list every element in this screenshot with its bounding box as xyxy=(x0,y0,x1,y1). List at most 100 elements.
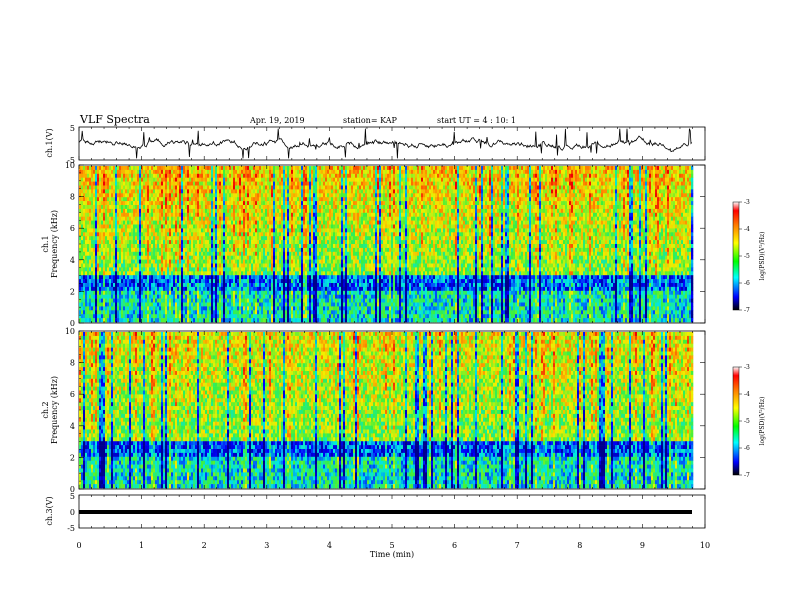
spectrogram-cell xyxy=(267,275,270,280)
spectrogram-cell xyxy=(311,197,314,202)
spectrogram-cell xyxy=(325,306,328,311)
spectrogram-cell xyxy=(323,166,326,171)
spectrogram-cell xyxy=(113,232,116,237)
spectrogram-cell xyxy=(315,259,318,264)
spectrogram-cell xyxy=(303,212,306,217)
spectrogram-cell xyxy=(95,240,98,245)
spectrogram-cell xyxy=(85,298,88,303)
spectrogram-cell xyxy=(185,189,188,194)
spectrogram-cell xyxy=(123,189,126,194)
spectrogram-cell xyxy=(165,236,168,241)
spectrogram-cell xyxy=(87,224,90,229)
spectrogram-cell xyxy=(287,267,290,272)
spectrogram-cell xyxy=(89,294,92,299)
spectrogram-cell xyxy=(273,224,276,229)
spectrogram-cell xyxy=(197,259,200,264)
spectrogram-cell xyxy=(247,263,250,268)
spectrogram-cell xyxy=(315,236,318,241)
spectrogram-cell xyxy=(273,306,276,311)
spectrogram-cell xyxy=(159,279,162,284)
spectrogram-cell xyxy=(307,169,310,175)
spectrogram-cell xyxy=(129,302,132,307)
spectrogram-cell xyxy=(253,259,256,264)
spectrogram-cell xyxy=(207,208,210,214)
spectrogram-cell xyxy=(289,306,292,311)
spectrogram-cell xyxy=(81,236,84,241)
spectrogram-cell xyxy=(309,208,312,214)
spectrogram-cell xyxy=(297,275,300,280)
spectrogram-cell xyxy=(87,267,90,272)
spectrogram-cell xyxy=(125,306,128,311)
spectrogram-cell xyxy=(303,220,306,225)
spectrogram-cell xyxy=(207,169,210,175)
spectrogram-cell xyxy=(317,169,320,175)
spectrogram-cell xyxy=(207,255,210,260)
spectrogram-cell xyxy=(207,205,210,210)
spectrogram-cell xyxy=(303,263,306,268)
spectrogram-cell xyxy=(79,208,82,214)
spectrogram-cell xyxy=(129,166,132,171)
date-label: Apr. 19, 2019 xyxy=(249,116,305,125)
spectrogram-cell xyxy=(109,212,112,217)
spectrogram-cell xyxy=(171,298,174,303)
spectrogram-cell xyxy=(141,201,144,206)
spectrogram-cell xyxy=(303,189,306,194)
spectrogram-cell xyxy=(93,267,96,272)
spectrogram-cell xyxy=(81,259,84,264)
spectrogram-cell xyxy=(291,240,294,245)
spectrogram-cell xyxy=(139,169,142,175)
spectrogram-cell xyxy=(121,259,124,264)
spectrogram-cell xyxy=(131,201,134,206)
spectrogram-cell xyxy=(265,318,268,323)
spectrogram-cell xyxy=(259,185,262,190)
spectrogram-cell xyxy=(85,166,88,171)
spectrogram-cell xyxy=(85,189,88,194)
spectrogram-cell xyxy=(105,169,108,175)
spectrogram-cell xyxy=(189,193,192,198)
spectrogram-cell xyxy=(319,208,322,214)
spectrogram-cell xyxy=(237,166,240,171)
spectrogram-cell xyxy=(269,169,272,175)
spectrogram-cell xyxy=(195,185,198,190)
spectrogram-cell xyxy=(109,236,112,241)
spectrogram-cell xyxy=(225,193,228,198)
spectrogram-cell xyxy=(251,298,254,303)
spectrogram-cell xyxy=(183,306,186,311)
spectrogram-cell xyxy=(175,208,178,214)
spectrogram-cell xyxy=(279,236,282,241)
spectrogram-cell xyxy=(85,275,88,280)
spectrogram-cell xyxy=(315,177,318,182)
spectrogram-cell xyxy=(109,244,112,249)
spectrogram-cell xyxy=(319,177,322,182)
spectrogram-cell xyxy=(193,166,196,171)
spectrogram-cell xyxy=(283,294,286,299)
spectrogram-cell xyxy=(167,228,170,233)
spectrogram-cell xyxy=(257,310,260,315)
spectrogram-cell xyxy=(183,212,186,217)
spectrogram-cell xyxy=(233,275,236,280)
spectrogram-cell xyxy=(313,251,316,256)
spectrogram-cell xyxy=(263,240,266,245)
spectrogram-cell xyxy=(143,286,146,292)
spectrogram-cell xyxy=(97,279,100,284)
spectrogram-cell xyxy=(119,189,122,194)
spectrogram-cell xyxy=(289,208,292,214)
spectrogram-cell xyxy=(191,208,194,214)
spectrogram-cell xyxy=(215,294,218,299)
spectrogram-cell xyxy=(169,193,172,198)
spectrogram-cell xyxy=(251,263,254,268)
spectrogram-cell xyxy=(291,306,294,311)
spectrogram-cell xyxy=(101,185,104,190)
spectrogram-cell xyxy=(287,169,290,175)
spectrogram-cell xyxy=(185,197,188,202)
spectrogram-cell xyxy=(201,294,204,299)
spectrogram-cell xyxy=(275,216,278,221)
spectrogram-cell xyxy=(233,314,236,319)
spectrogram-cell xyxy=(187,193,190,198)
spectrogram-cell xyxy=(215,318,218,323)
spectrogram-cell xyxy=(187,208,190,214)
spectrogram-cell xyxy=(265,255,268,260)
spectrogram-cell xyxy=(149,306,152,311)
spectrogram-cell xyxy=(315,251,318,256)
spectrogram-cell xyxy=(217,193,220,198)
